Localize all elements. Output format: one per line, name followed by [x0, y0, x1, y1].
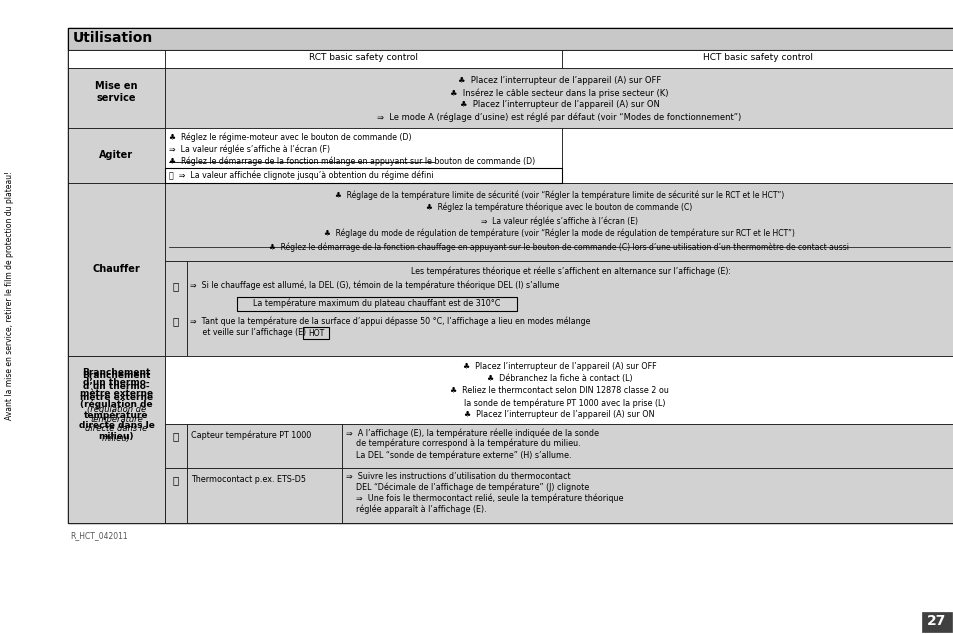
- Bar: [187, 261, 953, 356]
- Bar: [303, 327, 329, 339]
- Bar: [165, 128, 561, 183]
- Text: ⇒  Tant que la température de la surface d’appui dépasse 50 °C, l’affichage a li: ⇒ Tant que la température de la surface …: [190, 316, 590, 325]
- Text: HCT basic safety control: HCT basic safety control: [702, 53, 812, 62]
- Bar: [68, 28, 953, 523]
- Bar: [165, 261, 187, 356]
- Bar: [165, 356, 953, 424]
- Text: ⓘ: ⓘ: [172, 431, 179, 441]
- Bar: [236, 297, 517, 311]
- Text: ♣  Placez l’interrupteur de l’appareil (A) sur OFF: ♣ Placez l’interrupteur de l’appareil (A…: [462, 362, 656, 371]
- Text: mètre externe: mètre externe: [80, 393, 152, 402]
- Text: Les températures théorique et réelle s’affichent en alternance sur l’affichage (: Les températures théorique et réelle s’a…: [410, 267, 730, 276]
- Text: température: température: [90, 414, 143, 424]
- Bar: [68, 128, 165, 183]
- Text: ♣  Placez l’interrupteur de l’appareil (A) sur ON: ♣ Placez l’interrupteur de l’appareil (A…: [464, 410, 654, 419]
- Text: ♣  Réglage de la température limite de sécurité (voir “Régler la température lim: ♣ Réglage de la température limite de sé…: [335, 190, 783, 200]
- Text: directe dans le: directe dans le: [85, 424, 148, 433]
- Bar: [187, 424, 341, 468]
- Text: et veille sur l’affichage (E): et veille sur l’affichage (E): [190, 328, 308, 337]
- Bar: [341, 468, 953, 523]
- Text: ⓘ  ⇒  La valeur affichée clignote jusqu’à obtention du régime défini: ⓘ ⇒ La valeur affichée clignote jusqu’à …: [169, 171, 433, 181]
- Text: HOT: HOT: [308, 328, 324, 337]
- Text: ♣  Réglez la température théorique avec le bouton de commande (C): ♣ Réglez la température théorique avec l…: [426, 203, 692, 212]
- Text: Chauffer: Chauffer: [92, 264, 140, 275]
- Text: ♣  Débranchez la fiche à contact (L): ♣ Débranchez la fiche à contact (L): [486, 374, 632, 383]
- Text: d’un thermo-: d’un thermo-: [83, 382, 150, 391]
- Text: ⇒  La valeur réglée s’affiche à l’écran (E): ⇒ La valeur réglée s’affiche à l’écran (…: [480, 216, 638, 226]
- Text: R_HCT_042011: R_HCT_042011: [70, 531, 128, 540]
- Text: Branchement
d’un thermo-
mètre externe
(régulation de
température
directe dans l: Branchement d’un thermo- mètre externe (…: [78, 368, 154, 441]
- Bar: [561, 50, 953, 68]
- Bar: [165, 468, 187, 523]
- Text: ⇒  Le mode A (réglage d’usine) est réglé par défaut (voir “Modes de fonctionneme: ⇒ Le mode A (réglage d’usine) est réglé …: [377, 112, 740, 122]
- Text: ♣  Placez l’interrupteur de l’appareil (A) sur ON: ♣ Placez l’interrupteur de l’appareil (A…: [459, 100, 659, 109]
- Bar: [165, 68, 953, 128]
- Text: Utilisation: Utilisation: [73, 31, 153, 45]
- Bar: [341, 424, 953, 468]
- Bar: [165, 168, 561, 183]
- Text: (régulation de: (régulation de: [87, 404, 146, 413]
- Text: Avant la mise en service, retirer le film de protection du plateau!: Avant la mise en service, retirer le fil…: [6, 171, 14, 420]
- Bar: [68, 356, 165, 523]
- Bar: [68, 28, 953, 50]
- Text: ♣  Réglez le régime-moteur avec le bouton de commande (D): ♣ Réglez le régime-moteur avec le bouton…: [169, 133, 411, 143]
- Bar: [68, 356, 165, 523]
- Text: ♣  Reliez le thermcontact selon DIN 12878 classe 2 ou: ♣ Reliez le thermcontact selon DIN 12878…: [450, 386, 668, 395]
- Text: ♣  Insérez le câble secteur dans la prise secteur (K): ♣ Insérez le câble secteur dans la prise…: [450, 88, 668, 98]
- Bar: [68, 68, 165, 128]
- Text: RCT basic safety control: RCT basic safety control: [309, 53, 417, 62]
- Text: la sonde de température PT 1000 avec la prise (L): la sonde de température PT 1000 avec la …: [454, 398, 664, 408]
- Bar: [187, 468, 341, 523]
- Text: ⇒  La valeur réglée s’affiche à l’écran (F): ⇒ La valeur réglée s’affiche à l’écran (…: [169, 145, 330, 155]
- Bar: [68, 183, 165, 356]
- Bar: [165, 183, 953, 261]
- Text: 27: 27: [926, 614, 945, 628]
- Text: ♣  Réglez le démarrage de la fonction mélange en appuyant sur le bouton de comma: ♣ Réglez le démarrage de la fonction mél…: [169, 157, 535, 167]
- Text: ♣  Réglez le démarrage de la fonction chauffage en appuyant sur le bouton de com: ♣ Réglez le démarrage de la fonction cha…: [269, 242, 848, 252]
- Bar: [921, 612, 951, 632]
- Bar: [165, 50, 561, 68]
- Text: La température maximum du plateau chauffant est de 310°C: La température maximum du plateau chauff…: [253, 299, 500, 308]
- Text: ⓘ: ⓘ: [172, 475, 179, 485]
- Text: Capteur température PT 1000: Capteur température PT 1000: [191, 431, 311, 441]
- Bar: [165, 424, 187, 468]
- Text: milieu): milieu): [102, 434, 131, 443]
- Text: ⓘ: ⓘ: [172, 316, 179, 326]
- Text: ⇒  Si le chauffage est allumé, la DEL (G), témoin de la température théorique DE: ⇒ Si le chauffage est allumé, la DEL (G)…: [190, 281, 558, 290]
- Bar: [561, 128, 953, 183]
- Text: Agiter: Agiter: [99, 150, 133, 160]
- Text: ⇒  Suivre les instructions d’utilisation du thermocontact
    DEL “Décimale de l: ⇒ Suivre les instructions d’utilisation …: [346, 472, 623, 514]
- Text: ♣  Réglage du mode de régulation de température (voir “Régler la mode de régulat: ♣ Réglage du mode de régulation de tempé…: [324, 229, 794, 238]
- Bar: [68, 50, 165, 68]
- Text: Thermocontact p.ex. ETS-D5: Thermocontact p.ex. ETS-D5: [191, 475, 306, 484]
- Text: Mise en
service: Mise en service: [95, 81, 137, 103]
- Text: Branchement: Branchement: [82, 371, 151, 380]
- Text: ♣  Placez l’interrupteur de l’appareil (A) sur OFF: ♣ Placez l’interrupteur de l’appareil (A…: [457, 76, 660, 85]
- Text: ⓘ: ⓘ: [172, 281, 179, 291]
- Text: ⇒  A l’affichage (E), la température réelle indiquée de la sonde
    de températ: ⇒ A l’affichage (E), la température réel…: [346, 428, 598, 460]
